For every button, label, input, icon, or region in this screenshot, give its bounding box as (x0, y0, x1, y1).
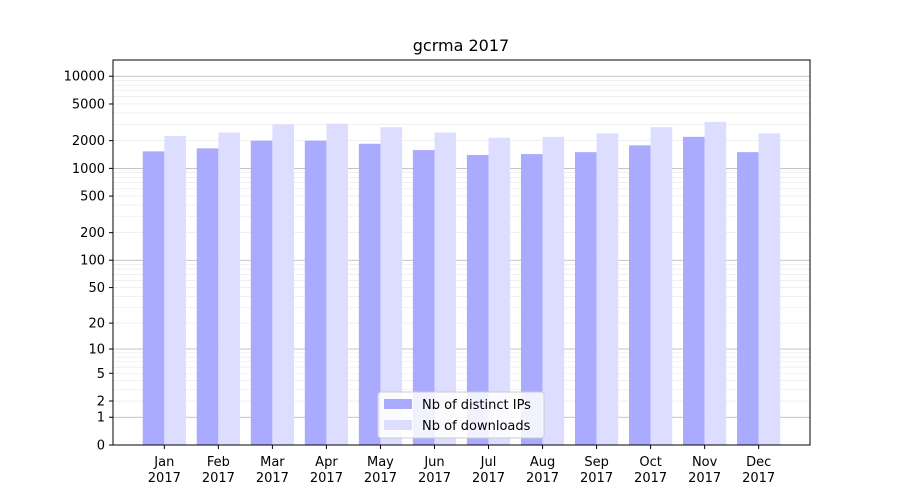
bar-distinct-ips (466, 154, 489, 445)
y-tick-label: 200 (80, 226, 105, 241)
bar-downloads (650, 127, 673, 445)
x-tick-label-year: 2017 (364, 471, 397, 486)
bar-downloads (434, 132, 457, 445)
x-axis-ticks: Jan2017Feb2017Mar2017Apr2017May2017Jun20… (148, 445, 775, 486)
x-tick-label-year: 2017 (256, 471, 289, 486)
plot-frame (112, 59, 811, 446)
x-tick-label-month: Aug (530, 455, 555, 470)
bar-downloads (596, 133, 619, 445)
y-tick-label: 10 (88, 342, 105, 357)
bar-distinct-ips (304, 140, 327, 446)
bar-distinct-ips (628, 145, 651, 445)
y-tick-label: 5000 (72, 97, 105, 112)
bar-distinct-ips (683, 136, 705, 446)
y-axis-ticks: 0 12 5 10 20 50 100 200 500 1000 2000 5000 10000 (64, 70, 113, 454)
x-tick-label-month: Jul (480, 455, 497, 470)
legend-label: Nb of downloads (422, 419, 531, 434)
x-tick-label-year: 2017 (526, 471, 559, 486)
bar-distinct-ips (412, 150, 435, 445)
legend: Nb of distinct IPs Nb of downloads (377, 391, 545, 439)
x-tick-label-year: 2017 (742, 471, 775, 486)
y-tick-label: 2000 (72, 134, 105, 149)
bar-distinct-ips (142, 151, 165, 445)
bar-downloads (380, 127, 403, 445)
x-tick-label-month: Oct (639, 455, 661, 470)
legend-box (377, 391, 545, 439)
y-tick-label: 20 (88, 317, 105, 332)
y-tick-label: 50 (88, 281, 105, 296)
y-tick-label: 100 (80, 254, 105, 269)
bar-distinct-ips (196, 148, 219, 445)
x-tick-label-year: 2017 (634, 471, 667, 486)
legend-label: Nb of distinct IPs (422, 398, 531, 413)
x-tick-label-month: Apr (315, 455, 338, 470)
bar-distinct-ips (520, 154, 543, 445)
bar-distinct-ips (737, 152, 759, 446)
bar-downloads (272, 124, 295, 446)
x-tick-label-year: 2017 (472, 471, 505, 486)
bar-downloads (758, 133, 781, 445)
y-tick-label: 0 (97, 439, 105, 454)
chart-title: gcrma 2017 (413, 36, 509, 55)
x-tick-label-year: 2017 (310, 471, 343, 486)
y-tick-label: 500 (80, 190, 105, 205)
y-tick-label: 1 (97, 411, 105, 426)
x-tick-label-year: 2017 (418, 471, 451, 486)
x-tick-label-month: Jan (153, 455, 174, 470)
bar-downloads (218, 132, 240, 445)
bar-distinct-ips (358, 143, 381, 445)
x-tick-label-year: 2017 (580, 471, 613, 486)
bar-downloads (488, 137, 511, 445)
bar-distinct-ips (574, 152, 597, 446)
y-tick-label: 1000 (72, 162, 105, 177)
x-tick-label-month: Mar (260, 455, 285, 470)
x-tick-label-month: Sep (584, 455, 609, 470)
x-tick-label-month: Jun (423, 455, 444, 470)
bar-downloads (542, 136, 565, 446)
y-tick-label: 2 (97, 395, 105, 410)
legend-swatch (384, 420, 412, 430)
y-tick-label: 10000 (64, 70, 105, 85)
x-tick-label-year: 2017 (688, 471, 721, 486)
bars (142, 121, 781, 446)
bar-distinct-ips (250, 140, 273, 446)
x-tick-label-month: Dec (746, 455, 771, 470)
bar-downloads (326, 123, 349, 446)
legend-swatch (384, 399, 412, 409)
bar-downloads (164, 135, 186, 445)
y-tick-label: 5 (97, 367, 105, 382)
x-tick-label-year: 2017 (202, 471, 235, 486)
x-tick-label-month: Nov (692, 455, 718, 470)
x-tick-label-year: 2017 (148, 471, 181, 486)
x-tick-label-month: May (367, 455, 394, 470)
bar-downloads (704, 121, 727, 446)
x-tick-label-month: Feb (207, 455, 230, 470)
